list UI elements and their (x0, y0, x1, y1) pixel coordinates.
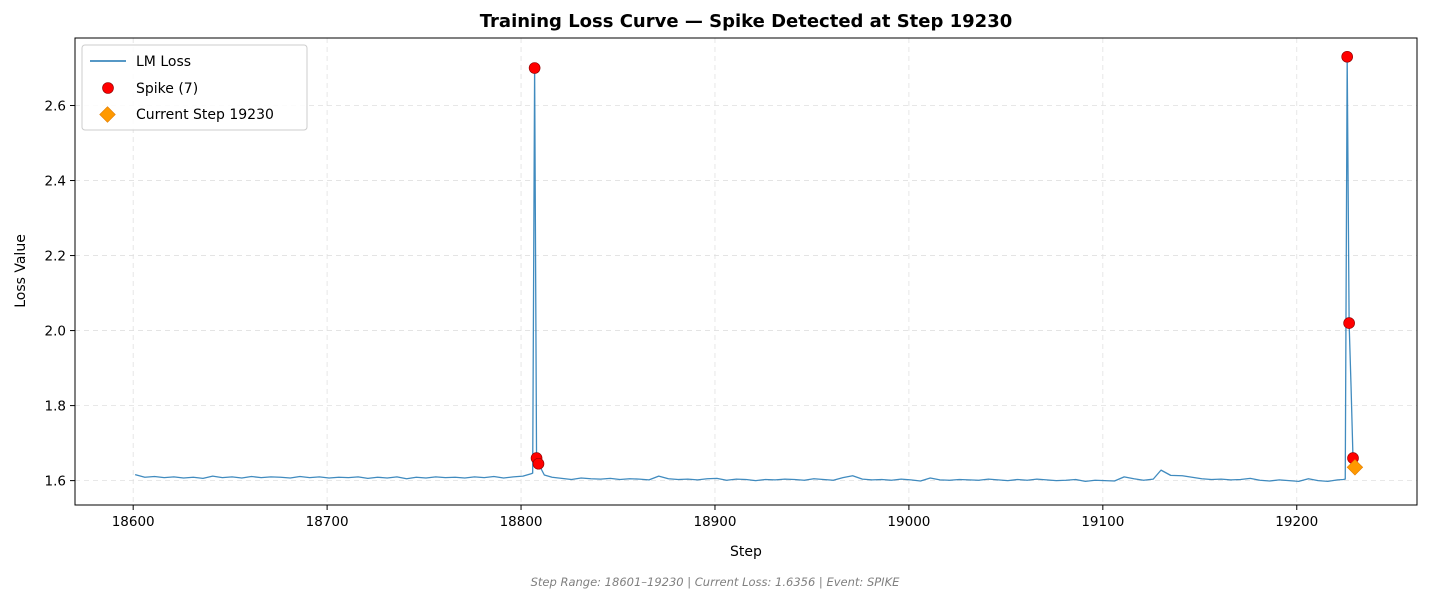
x-tick-label: 18800 (500, 514, 543, 530)
y-tick-label: 1.8 (45, 399, 66, 415)
current-step-marker (1346, 459, 1364, 476)
x-axis-ticks: 18600 18700 18800 18900 19000 19100 19200 (112, 505, 1318, 530)
spike-point (1341, 50, 1353, 63)
y-tick-label: 2.2 (45, 249, 66, 265)
legend-label-loss: LM Loss (136, 54, 191, 70)
plot-area (134, 50, 1364, 483)
x-tick-label: 18700 (306, 514, 349, 530)
y-tick-label: 2.4 (45, 174, 66, 190)
spike-point (532, 457, 545, 470)
loss-line (134, 56, 1356, 483)
y-tick-label: 2.0 (45, 324, 66, 340)
x-tick-label: 18600 (112, 514, 155, 530)
legend-current-swatch (99, 106, 116, 123)
x-tick-label: 19000 (887, 514, 930, 530)
legend-label-current: Current Step 19230 (136, 107, 274, 123)
y-tick-label: 2.6 (45, 99, 66, 115)
x-axis-label: Step (730, 544, 762, 560)
spike-point (528, 62, 541, 74)
x-tick-label: 19100 (1081, 514, 1124, 530)
plot-frame (74, 37, 1418, 506)
legend-label-spike: Spike (7) (136, 81, 198, 97)
chart-title: Training Loss Curve — Spike Detected at … (480, 11, 1013, 32)
x-tick-label: 18900 (693, 514, 736, 530)
y-tick-label: 1.6 (45, 474, 66, 490)
y-axis-ticks: 1.6 1.8 2.0 2.2 2.4 2.6 (45, 99, 75, 490)
y-axis-label: Loss Value (13, 234, 29, 308)
legend-box (81, 44, 308, 131)
legend: LM Loss Spike (7) Current Step 19230 (81, 44, 308, 131)
legend-spike-swatch (102, 82, 114, 94)
x-tick-label: 19200 (1275, 514, 1318, 530)
grid (75, 38, 1417, 505)
footer-text: Step Range: 18601–19230 | Current Loss: … (531, 575, 900, 589)
spike-point (1343, 317, 1355, 329)
